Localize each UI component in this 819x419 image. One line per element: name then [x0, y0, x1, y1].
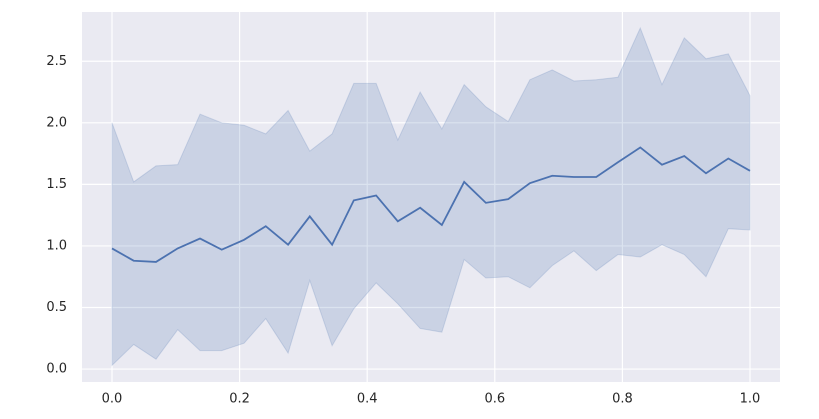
y-tick-label: 0.5 — [46, 300, 67, 315]
x-tick-label: 0.6 — [484, 392, 505, 407]
x-tick-label: 1.0 — [740, 392, 761, 407]
y-tick-label: 2.0 — [46, 115, 67, 130]
y-tick-label: 1.5 — [46, 177, 67, 192]
plot-background — [82, 12, 780, 382]
x-tick-label: 0.4 — [357, 392, 378, 407]
y-tick-label: 0.0 — [46, 362, 67, 377]
line — [111, 146, 751, 263]
x-tick-label: 0.8 — [612, 392, 633, 407]
x-tick-label: 0.2 — [229, 392, 250, 407]
y-tick-label: 2.5 — [46, 54, 67, 69]
y-tick-label: 1.0 — [46, 238, 67, 253]
x-tick-label: 0.0 — [102, 392, 123, 407]
confidence-band — [111, 26, 751, 367]
